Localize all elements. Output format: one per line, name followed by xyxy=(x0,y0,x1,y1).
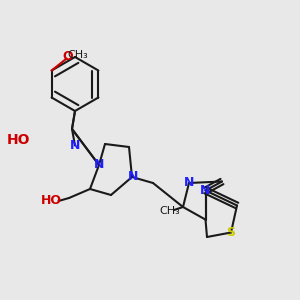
Text: CH₃: CH₃ xyxy=(68,50,88,60)
Text: N: N xyxy=(200,184,211,197)
Text: HO: HO xyxy=(40,194,61,208)
Text: HO: HO xyxy=(6,133,30,146)
Text: S: S xyxy=(226,226,236,239)
Text: N: N xyxy=(94,158,104,172)
Text: N: N xyxy=(184,176,194,190)
Text: N: N xyxy=(128,170,139,184)
Text: CH₃: CH₃ xyxy=(159,206,180,217)
Text: N: N xyxy=(70,139,80,152)
Text: O: O xyxy=(63,50,74,64)
